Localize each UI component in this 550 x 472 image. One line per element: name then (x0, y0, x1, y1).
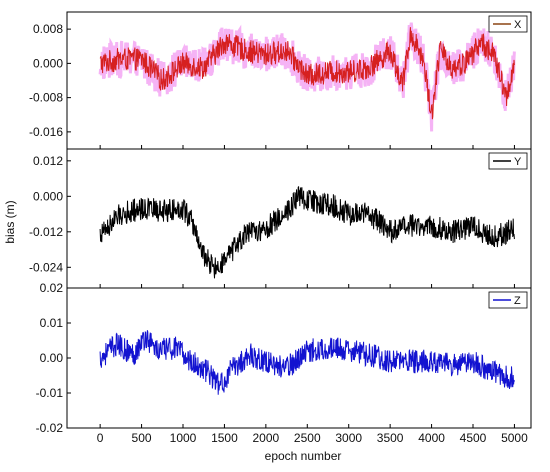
y-tick-label-top: 0.008 (33, 22, 63, 36)
x-tick-label: 4000 (418, 431, 445, 445)
y-tick-label-bottom: 0.02 (40, 281, 64, 295)
y-tick-label-middle: 0.012 (33, 154, 63, 168)
legend-label: Z (514, 295, 521, 307)
panel-middle: 0.012 0.000 -0.012 -0.024 Y (29, 148, 532, 289)
series-z-line (99, 330, 515, 395)
y-axis-title: bias (m) (3, 200, 17, 243)
panels: 0.0080.000-0.008-0.016X0.0120.000-0.012-… (29, 11, 532, 445)
x-tick-label: 4500 (460, 431, 487, 445)
y-tick-label-top: -0.016 (29, 125, 63, 139)
y-tick-label-bottom: -0.02 (36, 421, 64, 435)
series-y-line (99, 186, 515, 279)
x-tick-label: 3500 (377, 431, 404, 445)
x-axis-title: epoch number (265, 449, 342, 463)
panel-top: 0.008 0.000 -0.008 -0.016 X (29, 11, 532, 150)
x-tick-label: 1500 (211, 431, 238, 445)
legend-x: X (488, 15, 528, 33)
legend-label: Y (514, 156, 522, 168)
x-tick-label: 2000 (253, 431, 280, 445)
x-tick-label: 500 (132, 431, 152, 445)
x-tick-label: 2500 (294, 431, 321, 445)
legend-y: Y (488, 152, 528, 170)
x-tick-label: 1000 (170, 431, 197, 445)
y-tick-label-bottom: 0.01 (40, 316, 64, 330)
x-tick-label: 3000 (335, 431, 362, 445)
y-tick-label-middle: -0.024 (29, 260, 63, 274)
x-tick-label: 5000 (501, 431, 528, 445)
panel-bottom: 0.02 0.01 0.00 -0.01 -0.02 Z (36, 281, 532, 435)
y-tick-label-middle: -0.012 (29, 225, 63, 239)
legend-z: Z (488, 291, 528, 309)
y-tick-label-bottom: -0.01 (36, 386, 64, 400)
y-tick-label-bottom: 0.00 (40, 351, 64, 365)
x-tick-label: 0 (97, 431, 104, 445)
y-tick-label-top: -0.008 (29, 91, 63, 105)
legend-label: X (514, 19, 522, 31)
series-x-line (99, 27, 515, 120)
y-tick-label-top: 0.000 (33, 56, 63, 70)
panel-middle-frame (66, 148, 532, 289)
y-tick-label-middle: 0.000 (33, 189, 63, 203)
